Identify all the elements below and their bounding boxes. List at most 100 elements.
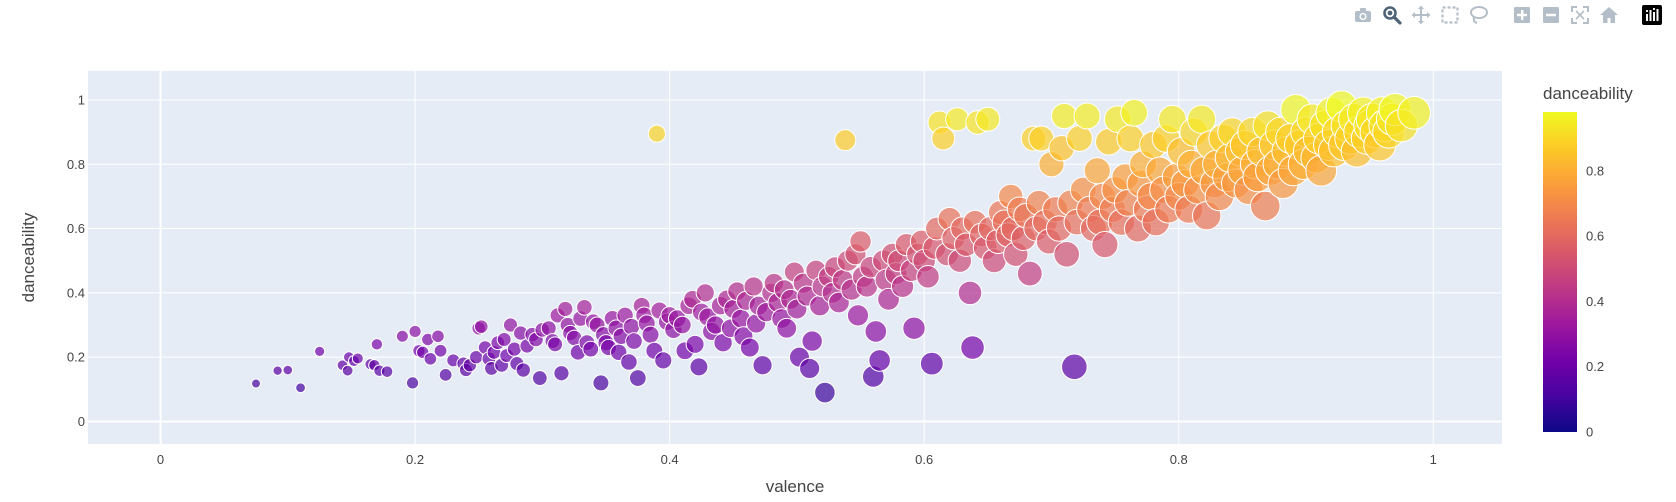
data-point[interactable] xyxy=(1016,260,1043,287)
data-point[interactable] xyxy=(473,319,489,334)
pan-button[interactable] xyxy=(1406,2,1435,28)
data-point[interactable] xyxy=(685,334,705,354)
data-point[interactable] xyxy=(647,124,667,143)
data-point[interactable] xyxy=(423,351,438,366)
y-tick-label: 0.2 xyxy=(67,350,85,365)
data-point[interactable] xyxy=(496,331,512,347)
data-point[interactable] xyxy=(351,352,364,365)
data-point[interactable] xyxy=(673,315,692,335)
camera-icon xyxy=(1354,8,1371,22)
plotly-logo-button[interactable] xyxy=(1637,2,1666,28)
data-point[interactable] xyxy=(931,126,956,151)
data-point[interactable] xyxy=(849,230,872,253)
data-point[interactable] xyxy=(1120,98,1149,127)
data-point[interactable] xyxy=(641,325,660,344)
data-point[interactable] xyxy=(695,283,715,303)
x-axis-title: valence xyxy=(766,477,825,496)
colorbar-tick-label: 0.4 xyxy=(1586,294,1604,309)
data-point[interactable] xyxy=(620,353,638,371)
data-point[interactable] xyxy=(975,106,1001,132)
data-point[interactable] xyxy=(654,351,673,370)
box-select-button[interactable] xyxy=(1435,2,1464,28)
data-point[interactable] xyxy=(1053,240,1081,268)
data-point[interactable] xyxy=(1083,157,1111,185)
zoom-out-button[interactable] xyxy=(1536,2,1565,28)
data-point[interactable] xyxy=(314,345,326,357)
data-point[interactable] xyxy=(251,378,261,389)
data-point[interactable] xyxy=(531,370,548,386)
x-tick-label: 1 xyxy=(1430,452,1437,467)
data-point[interactable] xyxy=(628,369,647,387)
data-point[interactable] xyxy=(506,341,522,357)
data-point[interactable] xyxy=(1158,104,1187,134)
box-select-icon xyxy=(1440,6,1459,24)
data-point[interactable] xyxy=(438,367,453,382)
data-point[interactable] xyxy=(295,382,306,394)
data-point[interactable] xyxy=(553,365,570,382)
data-point[interactable] xyxy=(945,107,970,132)
data-point[interactable] xyxy=(625,332,643,350)
data-point[interactable] xyxy=(739,337,760,358)
camera-button[interactable] xyxy=(1348,2,1377,28)
data-point[interactable] xyxy=(341,364,354,377)
data-point[interactable] xyxy=(272,365,283,376)
autoscale-button[interactable] xyxy=(1565,2,1594,28)
data-point[interactable] xyxy=(405,376,420,390)
reset-axes-button[interactable] xyxy=(1594,2,1623,28)
data-point[interactable] xyxy=(1249,190,1281,222)
zoom-in-button[interactable] xyxy=(1507,2,1536,28)
colorbar-tick-label: 0.2 xyxy=(1586,359,1604,374)
x-tick-label: 0 xyxy=(157,452,164,467)
data-point[interactable] xyxy=(547,336,564,353)
data-point[interactable] xyxy=(1050,102,1078,130)
data-point[interactable] xyxy=(689,357,709,377)
x-tick-label: 0.4 xyxy=(661,452,679,467)
data-point[interactable] xyxy=(576,299,593,316)
data-point[interactable] xyxy=(1091,231,1119,259)
data-point[interactable] xyxy=(515,362,531,378)
data-point[interactable] xyxy=(557,300,574,318)
data-point[interactable] xyxy=(1397,96,1431,130)
data-point[interactable] xyxy=(1066,125,1093,152)
data-point[interactable] xyxy=(582,340,600,358)
colorbar-title: danceability xyxy=(1543,84,1633,103)
data-point[interactable] xyxy=(370,338,384,351)
data-point[interactable] xyxy=(380,365,394,378)
data-point[interactable] xyxy=(431,329,445,344)
zoom-button[interactable] xyxy=(1377,2,1406,28)
data-point[interactable] xyxy=(433,343,448,358)
data-point[interactable] xyxy=(592,374,610,392)
lasso-select-button[interactable] xyxy=(1464,2,1493,28)
data-points xyxy=(251,90,1431,404)
data-point[interactable] xyxy=(855,275,879,298)
data-point[interactable] xyxy=(957,280,983,306)
x-tick-label: 0.6 xyxy=(915,452,933,467)
data-point[interactable] xyxy=(902,316,926,340)
data-point[interactable] xyxy=(408,324,422,339)
data-point[interactable] xyxy=(395,329,409,343)
x-axis-ticks: 0 0.2 0.4 0.6 0.8 1 xyxy=(157,452,1437,467)
data-point[interactable] xyxy=(868,349,891,372)
modebar xyxy=(1348,2,1666,28)
data-point[interactable] xyxy=(502,317,519,333)
data-point[interactable] xyxy=(282,364,294,376)
data-point[interactable] xyxy=(919,351,944,376)
data-point[interactable] xyxy=(814,381,836,404)
colorbar-gradient xyxy=(1543,112,1577,432)
colorbar-tick-label: 0.6 xyxy=(1586,229,1604,244)
data-point[interactable] xyxy=(846,304,870,327)
data-point[interactable] xyxy=(1187,104,1217,134)
data-point[interactable] xyxy=(1073,102,1101,130)
data-point[interactable] xyxy=(834,129,857,152)
y-axis-title: danceability xyxy=(19,212,38,302)
data-point[interactable] xyxy=(799,357,821,380)
data-point[interactable] xyxy=(864,320,888,343)
data-point[interactable] xyxy=(776,317,798,339)
data-point[interactable] xyxy=(752,355,773,376)
data-point[interactable] xyxy=(1061,353,1088,381)
data-point[interactable] xyxy=(916,264,940,289)
data-point[interactable] xyxy=(743,276,764,297)
data-point[interactable] xyxy=(960,335,985,360)
data-point[interactable] xyxy=(801,330,823,352)
